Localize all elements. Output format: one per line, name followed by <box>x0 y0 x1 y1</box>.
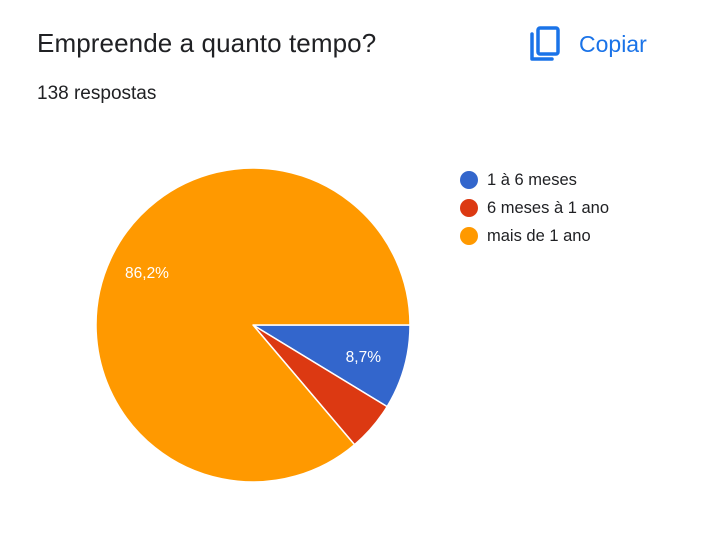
pie-slices <box>95 167 411 483</box>
legend-swatch-blue <box>460 171 478 189</box>
legend-swatch-orange <box>460 227 478 245</box>
legend-label: 6 meses à 1 ano <box>487 198 609 217</box>
legend-swatch-red <box>460 199 478 217</box>
copy-icon <box>527 24 563 64</box>
response-count: 138 respostas <box>37 83 157 104</box>
legend-item-mais-de-1-ano[interactable]: mais de 1 ano <box>460 222 609 250</box>
pie-data-label: 86,2% <box>125 265 169 282</box>
legend-label: 1 à 6 meses <box>487 170 577 189</box>
copy-button[interactable]: Copiar <box>527 22 647 66</box>
page-title: Empreende a quanto tempo? <box>37 28 377 58</box>
pie-slice-1[interactable] <box>252 324 411 408</box>
copy-label: Copiar <box>579 30 647 57</box>
pie-labels: 8,7% 86,2% <box>125 265 381 366</box>
legend-item-1-a-6-meses[interactable]: 1 à 6 meses <box>460 166 609 194</box>
legend-label: mais de 1 ano <box>487 226 591 245</box>
legend-item-6-meses-a-1-ano[interactable]: 6 meses à 1 ano <box>460 194 609 222</box>
pie-data-label: 8,7% <box>346 349 382 366</box>
legend: 1 à 6 meses 6 meses à 1 ano mais de 1 an… <box>460 166 609 250</box>
pie-slice-3[interactable] <box>95 167 411 483</box>
